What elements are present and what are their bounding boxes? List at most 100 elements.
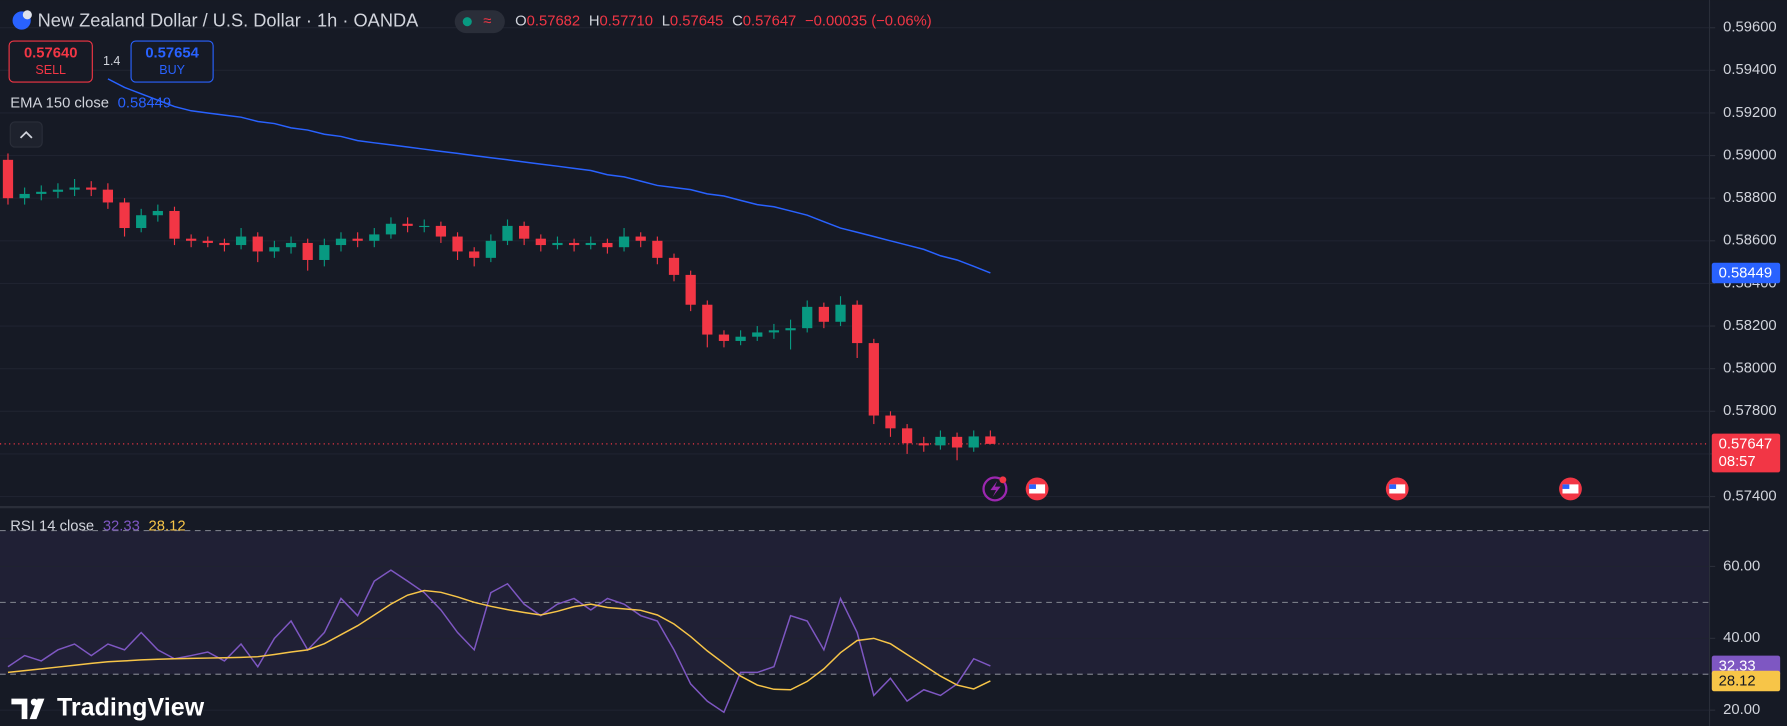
indicator-value: 0.58449: [118, 96, 171, 112]
buy-button[interactable]: [130, 40, 214, 83]
candle-body: [202, 240, 213, 243]
event-dot: [999, 476, 1007, 484]
flag-canton: [1029, 484, 1036, 489]
candle-body: [885, 415, 896, 429]
candle-body: [718, 334, 730, 341]
economic-event[interactable]: [1559, 477, 1582, 501]
candle-body: [69, 187, 80, 190]
flag-canton: [1389, 484, 1397, 489]
candle-body: [702, 304, 713, 335]
market-open-dot: [462, 17, 472, 27]
economic-event[interactable]: [1025, 477, 1049, 501]
sell-button[interactable]: [8, 40, 93, 83]
collapse-button[interactable]: [9, 121, 43, 148]
candle-body: [652, 240, 663, 258]
candle-body: [302, 242, 313, 260]
candle-body: [935, 436, 946, 446]
brand-name[interactable]: TradingView: [57, 694, 205, 722]
rsi-legend[interactable]: RSI 14 close 32.33 28.12: [10, 518, 185, 534]
candle-body: [735, 336, 746, 341]
candle-body: [285, 242, 297, 248]
sell-label: SELL: [35, 63, 66, 77]
candle-body: [618, 236, 630, 248]
candle-body: [385, 223, 397, 235]
y-tick-label: 0.58800: [1723, 190, 1777, 206]
candle-body: [868, 343, 879, 416]
candle-body: [335, 238, 347, 246]
ohlc-key: H: [589, 14, 600, 30]
candle-body: [519, 225, 530, 239]
flag: [1562, 484, 1579, 494]
last-price: 0.57647: [1719, 436, 1773, 452]
candle-body: [86, 187, 97, 190]
indicator-legend[interactable]: EMA 150 close 0.58449: [10, 96, 171, 112]
candle-body: [419, 225, 430, 228]
candle-body: [835, 304, 846, 322]
candle-body: [918, 443, 929, 446]
candle-body: [635, 236, 646, 241]
candle-body: [435, 225, 447, 237]
candle-body: [369, 234, 380, 241]
event-icon-bolt: [990, 480, 1001, 497]
candle-body: [152, 210, 163, 216]
ohlc-legend: O0.57682 H0.57710 L0.57645 C0.57647 −0.0…: [515, 14, 932, 30]
series-last-value-box: [1711, 262, 1781, 284]
collapse-icon: [19, 131, 33, 139]
candle-body: [901, 428, 913, 444]
y-tick-label: 0.58200: [1723, 318, 1777, 334]
ohlc-value: 0.57682: [527, 14, 581, 30]
spread: 1.4: [103, 54, 120, 68]
candle-body: [102, 189, 114, 203]
buy-price: 0.57654: [145, 45, 199, 61]
y-tick-label: 0.59600: [1723, 20, 1777, 36]
candle-body: [169, 210, 180, 239]
marks-layer: [2, 78, 996, 714]
flag: [1389, 484, 1406, 494]
candle-body: [768, 330, 780, 333]
candle-body: [452, 236, 463, 252]
status-badge[interactable]: [454, 10, 505, 34]
buy-label: BUY: [159, 63, 185, 77]
candle-body: [19, 193, 30, 199]
brand-logo-dot: [30, 698, 38, 706]
candle-body: [269, 247, 280, 252]
candle-body: [485, 240, 496, 258]
flag: [1029, 484, 1046, 494]
candle-body: [785, 328, 796, 331]
sell-price: 0.57640: [24, 45, 78, 61]
candle-body: [402, 223, 413, 226]
ohlc-key: L: [662, 14, 670, 30]
candle-body: [136, 215, 147, 229]
grid-layer: [0, 27, 1716, 711]
ohlc-value: 0.57647: [743, 14, 797, 30]
symbol-icon-flag: [22, 10, 32, 20]
y-tick-label: 60.00: [1723, 558, 1760, 574]
candle-body: [186, 238, 197, 241]
candle-body: [469, 251, 480, 258]
last-price-countdown: 08:57: [1719, 454, 1756, 470]
symbol-title[interactable]: New Zealand Dollar / U.S. Dollar · 1h · …: [38, 9, 420, 30]
last-price-box: [1711, 433, 1781, 473]
candle-body: [568, 242, 580, 246]
candle-body: [752, 332, 763, 337]
candle-body: [818, 306, 829, 322]
y-tick-label: 0.58600: [1723, 233, 1777, 249]
rsi-name: RSI 14 close: [10, 518, 94, 534]
candle-body: [852, 304, 863, 344]
economic-event[interactable]: [1385, 477, 1409, 501]
series-last-value: 32.33: [1719, 658, 1756, 674]
candle-body: [352, 238, 363, 241]
candle-body: [602, 242, 613, 248]
y-tick-label: 0.59200: [1723, 105, 1777, 121]
candle-body: [585, 242, 596, 246]
change: −0.00035 (−0.06%): [805, 14, 932, 30]
ohlc-value: 0.57645: [670, 14, 724, 30]
line-series: [7, 569, 991, 714]
candle-body: [985, 436, 996, 444]
ohlc-key: C: [732, 14, 743, 30]
y-tick-label: 20.00: [1723, 702, 1760, 718]
